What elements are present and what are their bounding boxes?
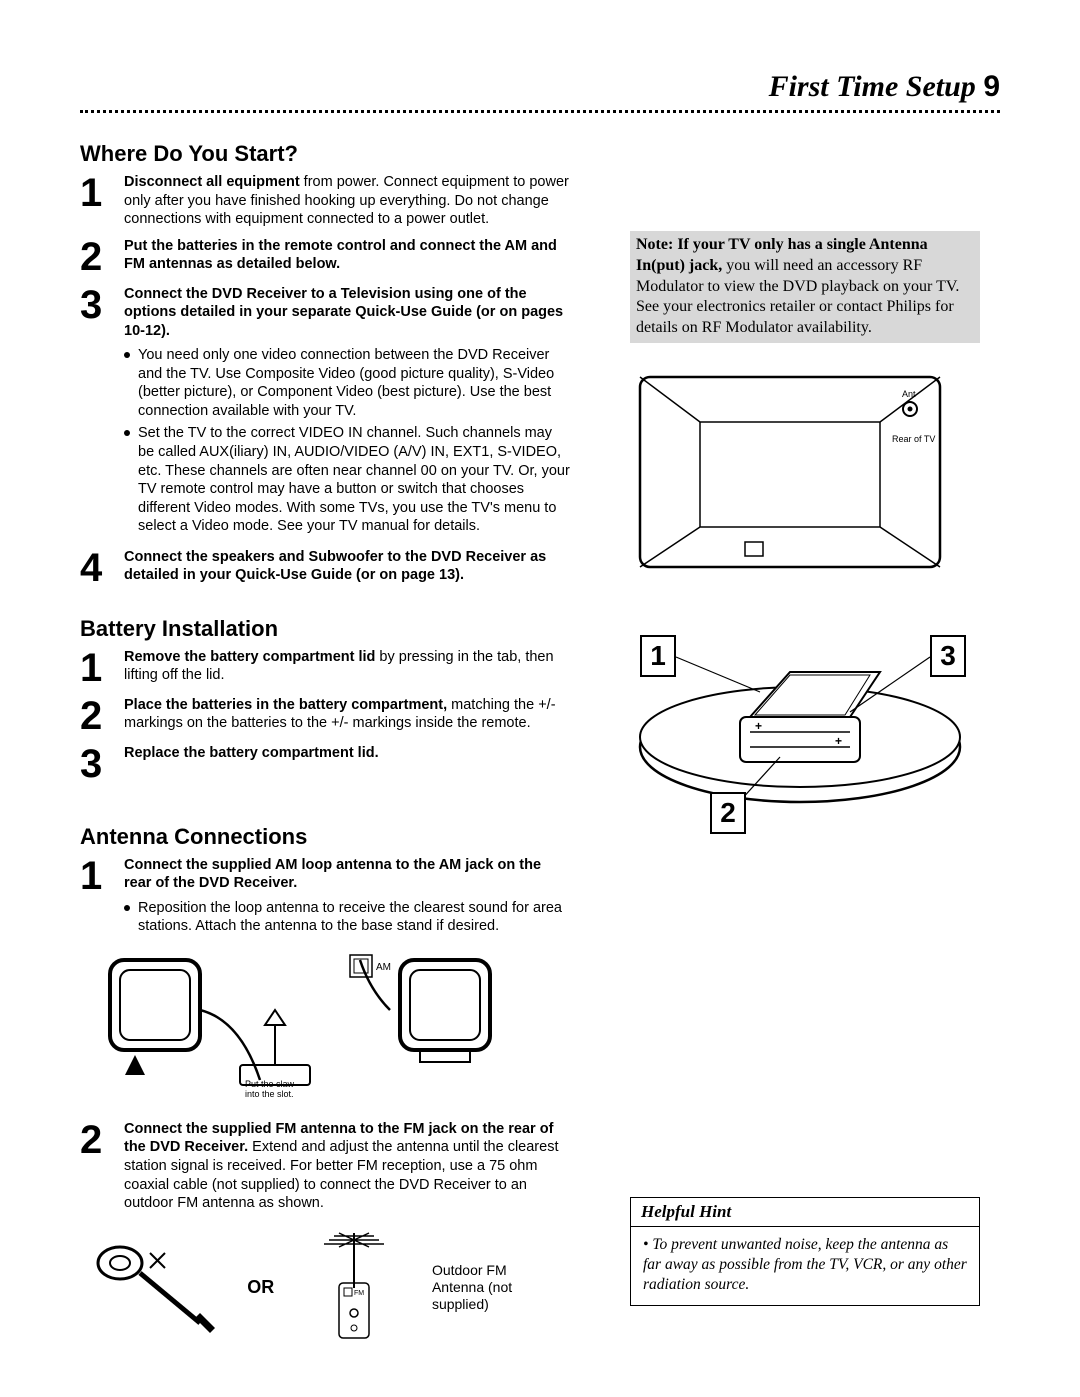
svg-text:+: + <box>835 734 842 748</box>
fm-antenna-diagram: OR FM Outdoor FM Antenna (not supplied) <box>90 1223 530 1353</box>
header-rule <box>80 110 1000 113</box>
step-body: Remove the battery compartment lid by pr… <box>124 648 570 688</box>
step-number: 4 <box>80 548 120 588</box>
remote-diagram: + + 1 3 2 <box>630 617 970 817</box>
step-body: Replace the battery compartment lid. <box>124 744 570 784</box>
step-number: 1 <box>80 173 120 229</box>
or-label: OR <box>247 1277 274 1298</box>
battery-step-3: 3 Replace the battery compartment lid. <box>80 744 570 784</box>
svg-text:AM: AM <box>376 962 391 973</box>
section-antenna-title: Antenna Connections <box>80 824 570 850</box>
step-number: 3 <box>80 285 120 540</box>
rear-tv-label: Rear of TV <box>892 434 935 444</box>
battery-step-2: 2 Place the batteries in the battery com… <box>80 696 570 736</box>
step-bullets: Reposition the loop antenna to receive t… <box>124 899 570 936</box>
outdoor-antenna-icon: FM <box>294 1228 412 1348</box>
header-title: First Time Setup <box>769 70 976 103</box>
battery-step-1: 1 Remove the battery compartment lid by … <box>80 648 570 688</box>
callout-2: 2 <box>710 792 746 834</box>
where-step-3: 3 Connect the DVD Receiver to a Televisi… <box>80 285 570 540</box>
step-bullets: You need only one video connection betwe… <box>124 346 570 535</box>
step-body: Connect the supplied FM antenna to the F… <box>124 1120 570 1213</box>
helpful-hint-box: Helpful Hint To prevent unwanted noise, … <box>630 1197 980 1306</box>
hint-title: Helpful Hint <box>631 1198 979 1227</box>
step-body: Connect the speakers and Subwoofer to th… <box>124 548 570 588</box>
callout-1: 1 <box>640 635 676 677</box>
where-step-4: 4 Connect the speakers and Subwoofer to … <box>80 548 570 588</box>
step-body: Place the batteries in the battery compa… <box>124 696 570 736</box>
claw-caption: Put the claw into the slot. <box>245 1080 305 1100</box>
where-step-2: 2 Put the batteries in the remote contro… <box>80 237 570 277</box>
page-number: 9 <box>983 70 1000 103</box>
svg-text:FM: FM <box>354 1290 364 1297</box>
left-column: Where Do You Start? 1 Disconnect all equ… <box>80 131 570 1353</box>
where-step-1: 1 Disconnect all equipment from power. C… <box>80 173 570 229</box>
step-body: Disconnect all equipment from power. Con… <box>124 173 570 229</box>
antenna-step-1: 1 Connect the supplied AM loop antenna t… <box>80 856 570 940</box>
am-antenna-diagram: AM Put the claw into the slot. <box>90 950 530 1110</box>
bullet: Reposition the loop antenna to receive t… <box>124 899 570 936</box>
ant-label: Ant <box>902 389 916 399</box>
step-number: 1 <box>80 856 120 940</box>
tv-icon: Ant Rear of TV <box>630 367 950 587</box>
step-number: 2 <box>80 1120 120 1213</box>
bullet: Set the TV to the correct VIDEO IN chann… <box>124 424 570 535</box>
hint-text: To prevent unwanted noise, keep the ante… <box>643 1235 967 1295</box>
callout-3: 3 <box>930 635 966 677</box>
step-body: Put the batteries in the remote control … <box>124 237 570 277</box>
tv-rear-diagram: Ant Rear of TV <box>630 367 950 587</box>
step-body: Connect the supplied AM loop antenna to … <box>124 856 570 940</box>
step-number: 3 <box>80 744 120 784</box>
outdoor-caption: Outdoor FM Antenna (not supplied) <box>432 1262 530 1312</box>
remote-icon: + + <box>630 617 970 817</box>
antenna-step-2: 2 Connect the supplied FM antenna to the… <box>80 1120 570 1213</box>
section-battery-title: Battery Installation <box>80 616 570 642</box>
step-number: 2 <box>80 237 120 277</box>
right-column: Note: If your TV only has a single Anten… <box>630 131 980 1353</box>
section-where-title: Where Do You Start? <box>80 141 570 167</box>
fm-coax-icon <box>90 1233 227 1343</box>
svg-text:+: + <box>755 719 762 733</box>
step-number: 1 <box>80 648 120 688</box>
hint-body: To prevent unwanted noise, keep the ante… <box>631 1227 979 1305</box>
bullet: You need only one video connection betwe… <box>124 346 570 420</box>
page-header: First Time Setup 9 <box>80 70 1000 104</box>
step-body: Connect the DVD Receiver to a Television… <box>124 285 570 540</box>
am-loop-icon: AM <box>90 950 530 1110</box>
note-box: Note: If your TV only has a single Anten… <box>630 231 980 343</box>
step-number: 2 <box>80 696 120 736</box>
